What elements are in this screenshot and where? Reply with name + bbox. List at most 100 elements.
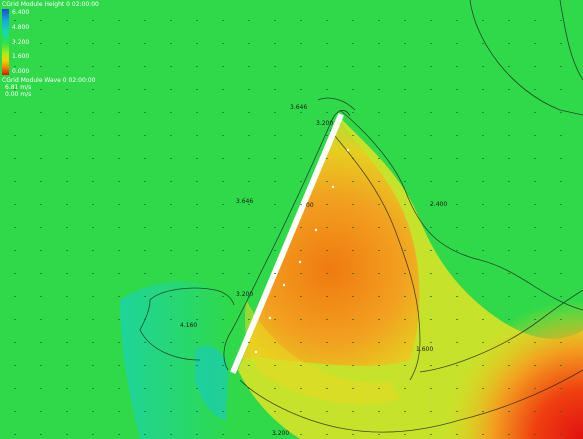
wave-vector-mark	[300, 181, 302, 182]
wave-vector-mark	[222, 89, 224, 90]
contour-label-near-line: 3.200	[236, 291, 254, 298]
wave-vector-mark	[326, 158, 328, 159]
wave-vector-mark	[66, 112, 68, 113]
wave-vector-mark	[248, 365, 250, 366]
wave-vector-mark	[430, 388, 432, 389]
wave-vector-mark	[118, 135, 120, 136]
wave-vector-mark	[352, 204, 354, 205]
wave-vector-mark	[352, 273, 354, 274]
wave-vector-mark	[300, 66, 302, 67]
wave-vector-mark	[300, 365, 302, 366]
wave-vector-mark	[300, 204, 302, 205]
lee-marker	[346, 148, 350, 152]
contour-left-pocket	[149, 287, 235, 306]
wave-vector-mark	[118, 112, 120, 113]
wave-vector-mark	[66, 342, 68, 343]
wave-vector-mark	[248, 434, 250, 435]
wave-vector-mark	[456, 135, 458, 136]
wave-vector-mark	[248, 204, 250, 205]
wave-vector-mark	[560, 66, 562, 67]
wave-vector-mark	[14, 365, 16, 366]
wave-vector-mark	[534, 388, 536, 389]
wave-vector-mark	[326, 66, 328, 67]
wave-vector-mark	[222, 273, 224, 274]
wave-vector-mark	[14, 227, 16, 228]
wave-vector-mark	[300, 411, 302, 412]
wave-vector-mark	[144, 388, 146, 389]
wave-vector-mark	[326, 434, 328, 435]
wave-vector-mark	[508, 20, 510, 21]
wave-vector-mark	[430, 319, 432, 320]
wave-vector-mark	[196, 158, 198, 159]
wave-vector-mark	[274, 66, 276, 67]
wave-vector-mark	[300, 20, 302, 21]
wave-vector-mark	[196, 434, 198, 435]
wave-vector-mark	[222, 434, 224, 435]
wave-vector-mark	[534, 342, 536, 343]
wave-vector-mark	[222, 342, 224, 343]
wave-vector-mark	[14, 135, 16, 136]
wave-vector-mark	[274, 227, 276, 228]
wave-vector-mark	[14, 181, 16, 182]
wave-vector-mark	[378, 434, 380, 435]
wave-vector-mark	[196, 227, 198, 228]
wave-vector-mark	[92, 434, 94, 435]
wave-vector-mark	[456, 411, 458, 412]
contour-far-right	[469, 0, 583, 116]
wave-vector-mark	[248, 43, 250, 44]
wave-vector-mark	[352, 296, 354, 297]
wave-vector-mark	[560, 20, 562, 21]
wave-vector-mark	[14, 296, 16, 297]
lee-yellow-band	[244, 300, 400, 404]
wave-vector-mark	[66, 319, 68, 320]
wave-vector-mark	[404, 434, 406, 435]
wave-vector-mark	[170, 434, 172, 435]
wave-vector-mark	[508, 342, 510, 343]
wave-vector-mark	[248, 411, 250, 412]
wave-vector-mark	[300, 135, 302, 136]
contour-label-lower-right: 1.600	[416, 346, 434, 353]
wave-vector-mark	[326, 43, 328, 44]
wave-vector-mark	[92, 411, 94, 412]
wave-max-label: 6.81 m/s	[5, 84, 32, 91]
wave-vector-mark	[560, 89, 562, 90]
wave-vector-mark	[170, 66, 172, 67]
wave-vector-mark	[430, 434, 432, 435]
wave-vector-mark	[274, 43, 276, 44]
wave-vector-mark	[222, 20, 224, 21]
wave-vector-mark	[560, 158, 562, 159]
wave-vector-mark	[196, 411, 198, 412]
wave-vector-mark	[170, 365, 172, 366]
corner-hot-zone	[380, 280, 583, 439]
wave-vector-mark	[326, 342, 328, 343]
wave-vector-mark	[222, 181, 224, 182]
wave-vector-mark	[118, 273, 120, 274]
wave-vector-mark	[118, 89, 120, 90]
wave-vector-mark	[326, 296, 328, 297]
wave-vector-mark	[248, 273, 250, 274]
wave-vector-mark	[534, 135, 536, 136]
wave-vector-mark	[404, 273, 406, 274]
wave-vector-mark	[66, 388, 68, 389]
wave-vector-mark	[404, 43, 406, 44]
wave-vector-mark	[196, 388, 198, 389]
wave-vector-mark	[534, 227, 536, 228]
wave-vector-mark	[118, 43, 120, 44]
wave-vector-mark	[378, 66, 380, 67]
wave-vector-mark	[534, 89, 536, 90]
wave-vector-mark	[144, 411, 146, 412]
wave-vector-mark	[248, 66, 250, 67]
wave-vector-mark	[430, 342, 432, 343]
wave-vector-mark	[560, 204, 562, 205]
wave-vector-mark	[378, 112, 380, 113]
wave-vector-mark	[14, 434, 16, 435]
wave-vector-mark	[92, 296, 94, 297]
wave-vector-mark	[456, 319, 458, 320]
wave-vector-mark	[170, 342, 172, 343]
wave-vector-mark	[92, 43, 94, 44]
wave-vector-mark	[456, 112, 458, 113]
wave-vector-mark	[378, 365, 380, 366]
wave-vector-mark	[352, 89, 354, 90]
